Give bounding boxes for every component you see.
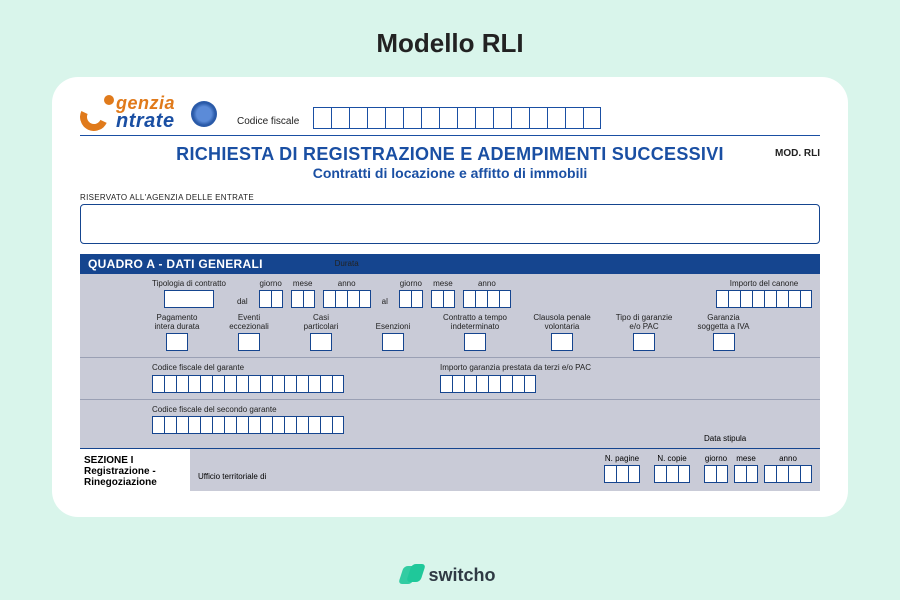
input-al-anno[interactable] — [463, 290, 511, 308]
label-esenzioni: Esenzioni — [368, 323, 418, 331]
sezione-i-wrap: SEZIONE I Registrazione - Rinegoziazione… — [80, 448, 820, 491]
input-eventi[interactable] — [238, 333, 260, 351]
panel-divider-2 — [80, 399, 820, 400]
quadro-a-bar: QUADRO A - DATI GENERALI — [80, 254, 820, 274]
input-esenzioni[interactable] — [382, 333, 404, 351]
row-flags: Pagamento intera durata Eventi ecceziona… — [152, 314, 812, 351]
label-pagamento: Pagamento intera durata — [152, 314, 202, 331]
input-tempo-indet[interactable] — [464, 333, 486, 351]
label-casi: Casi particolari — [296, 314, 346, 331]
input-casi[interactable] — [310, 333, 332, 351]
label-n-pagine: N. pagine — [605, 455, 639, 463]
switcho-icon — [404, 564, 422, 586]
label-al: al — [382, 297, 388, 306]
page-title: Modello RLI — [0, 0, 900, 77]
panel-divider-1 — [80, 357, 820, 358]
form-card: genzia ntrate Codice fiscale RICHIESTA D… — [52, 77, 848, 517]
sezione-i-panel: Ufficio territoriale di N. pagine N. cop… — [190, 449, 820, 491]
form-header: genzia ntrate Codice fiscale — [74, 95, 826, 131]
input-dal-mese[interactable] — [291, 290, 315, 308]
input-importo-canone[interactable] — [716, 290, 812, 308]
sezione-i-head: SEZIONE I — [84, 455, 186, 466]
input-garanzie[interactable] — [633, 333, 655, 351]
row-garante: Codice fiscale del garante Importo garan… — [152, 364, 812, 392]
input-stip-anno[interactable] — [764, 465, 812, 483]
input-pagamento[interactable] — [166, 333, 188, 351]
agency-word-2: ntrate — [116, 112, 175, 131]
label-durata: Durata — [317, 260, 377, 268]
label-tempo-indet: Contratto a tempo indeterminato — [440, 314, 510, 331]
label-n-copie: N. copie — [657, 455, 686, 463]
form-title-main: RICHIESTA DI REGISTRAZIONE E ADEMPIMENTI… — [74, 144, 826, 165]
riservato-box[interactable] — [80, 204, 820, 244]
sezione-i-sub1: Registrazione - — [84, 466, 186, 477]
codice-fiscale-input-grid[interactable] — [313, 107, 601, 129]
label-anno-1: anno — [338, 280, 356, 288]
row-secondo-garante: Codice fiscale del secondo garante — [152, 406, 812, 434]
label-data-stipula: Data stipula — [704, 435, 774, 443]
codice-fiscale-label: Codice fiscale — [237, 116, 299, 127]
input-stip-mese[interactable] — [734, 465, 758, 483]
label-giorno-1: giorno — [260, 280, 282, 288]
riservato-label: RISERVATO ALL'AGENZIA DELLE ENTRATE — [80, 193, 826, 202]
label-dal: dal — [237, 297, 248, 306]
agenzia-entrate-logo: genzia ntrate — [80, 95, 175, 131]
input-importo-garanzia[interactable] — [440, 375, 536, 393]
input-al-giorno[interactable] — [399, 290, 423, 308]
sezione-i-label: SEZIONE I Registrazione - Rinegoziazione — [80, 449, 190, 491]
label-tipologia: Tipologia di contratto — [152, 280, 226, 288]
label-garanzia-iva: Garanzia soggetta a IVA — [696, 314, 751, 331]
label-mese-1: mese — [293, 280, 313, 288]
label-cf-garante: Codice fiscale del garante — [152, 364, 244, 372]
row-durata: Tipologia di contratto dal giorno mese D… — [152, 280, 812, 308]
switcho-wordmark: switcho — [428, 565, 495, 586]
input-garanzia-iva[interactable] — [713, 333, 735, 351]
label-importo-garanzia: Importo garanzia prestata da terzi e/o P… — [440, 364, 591, 372]
input-al-mese[interactable] — [431, 290, 455, 308]
label-giorno-2: giorno — [400, 280, 422, 288]
label-stip-anno: anno — [779, 455, 797, 463]
input-cf-secondo-garante[interactable] — [152, 416, 344, 434]
input-stip-giorno[interactable] — [704, 465, 728, 483]
input-n-copie[interactable] — [654, 465, 690, 483]
label-cf-secondo-garante: Codice fiscale del secondo garante — [152, 406, 277, 414]
label-clausola: Clausola penale volontaria — [532, 314, 592, 331]
input-tipologia[interactable] — [164, 290, 214, 308]
input-n-pagine[interactable] — [604, 465, 640, 483]
label-ufficio: Ufficio territoriale di — [198, 473, 266, 481]
republic-emblem-icon — [191, 101, 217, 127]
form-title-block: RICHIESTA DI REGISTRAZIONE E ADEMPIMENTI… — [74, 136, 826, 187]
input-dal-anno[interactable] — [323, 290, 371, 308]
label-stip-mese: mese — [736, 455, 756, 463]
input-dal-giorno[interactable] — [259, 290, 283, 308]
sezione-i-sub2: Rinegoziazione — [84, 477, 186, 488]
quadro-a-panel: Tipologia di contratto dal giorno mese D… — [80, 274, 820, 448]
label-mese-2: mese — [433, 280, 453, 288]
label-eventi: Eventi eccezionali — [224, 314, 274, 331]
label-importo-canone: Importo del canone — [730, 280, 799, 288]
label-garanzie: Tipo di garanzie e/o PAC — [614, 314, 674, 331]
form-title-sub: Contratti di locazione e affitto di immo… — [74, 165, 826, 181]
footer-brand: switcho — [0, 564, 900, 586]
input-clausola[interactable] — [551, 333, 573, 351]
label-stip-giorno: giorno — [705, 455, 727, 463]
input-cf-garante[interactable] — [152, 375, 344, 393]
agenzia-glyph-icon — [80, 95, 114, 131]
label-anno-2: anno — [478, 280, 496, 288]
form-mod-code: MOD. RLI — [775, 148, 820, 159]
